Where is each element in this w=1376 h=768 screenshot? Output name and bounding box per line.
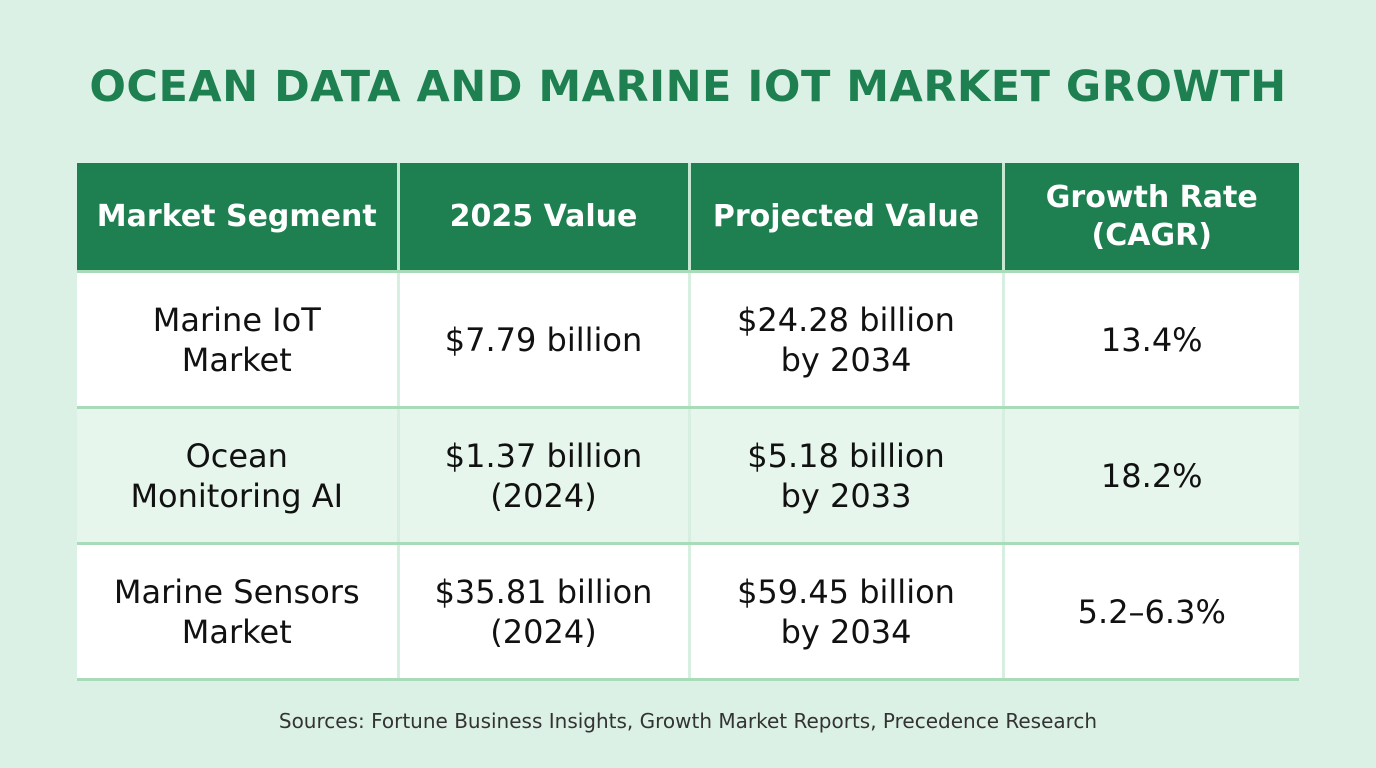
cell-2025-value: $35.81 billion (2024) (398, 543, 691, 681)
cell-growth-rate: 18.2% (1003, 407, 1299, 545)
cell-segment: Marine Sensors Market (77, 543, 400, 681)
table-row: Ocean Monitoring AI $1.37 billion (2024)… (77, 407, 1299, 545)
cell-2025-value: $1.37 billion (2024) (398, 407, 691, 545)
page-title: OCEAN DATA AND MARINE IOT MARKET GROWTH (89, 62, 1287, 112)
sources-note: Sources: Fortune Business Insights, Grow… (278, 709, 1098, 733)
header-2025-value: 2025 Value (398, 163, 691, 273)
cell-segment: Ocean Monitoring AI (77, 407, 400, 545)
cell-2025-value: $7.79 billion (398, 271, 691, 409)
table-row: Marine Sensors Market $35.81 billion (20… (77, 543, 1299, 681)
cell-segment: Marine IoT Market (77, 271, 400, 409)
table-row: Marine IoT Market $7.79 billion $24.28 b… (77, 271, 1299, 409)
market-table: Market Segment 2025 Value Projected Valu… (77, 163, 1299, 681)
cell-growth-rate: 13.4% (1003, 271, 1299, 409)
cell-growth-rate: 5.2–6.3% (1003, 543, 1299, 681)
header-market-segment: Market Segment (77, 163, 400, 273)
header-growth-rate: Growth Rate (CAGR) (1003, 163, 1299, 273)
cell-projected-value: $5.18 billion by 2033 (689, 407, 1005, 545)
header-projected-value: Projected Value (689, 163, 1005, 273)
cell-projected-value: $59.45 billion by 2034 (689, 543, 1005, 681)
cell-projected-value: $24.28 billion by 2034 (689, 271, 1005, 409)
table-header-row: Market Segment 2025 Value Projected Valu… (77, 163, 1299, 273)
